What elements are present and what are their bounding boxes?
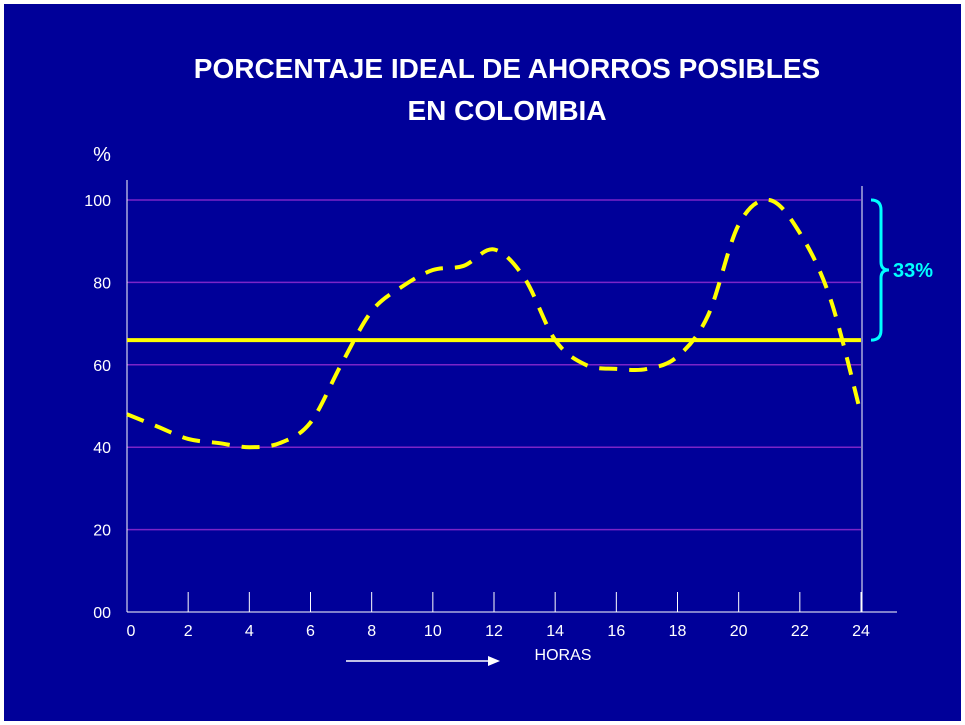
- y-tick-label: 100: [84, 193, 111, 210]
- x-tick-label: 16: [607, 623, 625, 640]
- slide-background: PORCENTAJE IDEAL DE AHORROS POSIBLES EN …: [4, 4, 961, 721]
- x-tick-label: 18: [669, 623, 687, 640]
- x-tick-label: 20: [730, 623, 748, 640]
- annotation-label: 33%: [893, 260, 933, 282]
- x-tick-label: 6: [306, 623, 315, 640]
- y-tick-label: 20: [93, 523, 111, 540]
- x-tick-label: 22: [791, 623, 809, 640]
- chart-title-line-2: EN COLOMBIA: [407, 95, 606, 126]
- y-tick-label: 80: [93, 275, 111, 292]
- range-bracket: [870, 198, 890, 342]
- x-tick-label: 10: [424, 623, 442, 640]
- x-tick-label: 14: [546, 623, 564, 640]
- annotation-layer: 33%: [870, 198, 933, 342]
- x-tick-label: 8: [367, 623, 376, 640]
- y-tick-label: 40: [93, 440, 111, 457]
- y-tick-label: 60: [93, 358, 111, 375]
- series-layer: [126, 197, 863, 450]
- y-tick-label: 00: [93, 605, 111, 622]
- chart: PORCENTAJE IDEAL DE AHORROS POSIBLES EN …: [84, 53, 933, 666]
- chart-title-line-1: PORCENTAJE IDEAL DE AHORROS POSIBLES: [194, 53, 820, 84]
- x-axis-arrow-head: [488, 656, 500, 666]
- x-axis-label: HORAS: [535, 647, 592, 664]
- axes: [126, 180, 897, 666]
- y-axis-label: %: [93, 144, 111, 166]
- x-tick-label: 24: [852, 623, 870, 640]
- x-tick-label: 2: [184, 623, 193, 640]
- x-tick-label: 12: [485, 623, 503, 640]
- series-line: [126, 197, 863, 450]
- x-tick-label: 0: [127, 623, 136, 640]
- x-tick-label: 4: [245, 623, 254, 640]
